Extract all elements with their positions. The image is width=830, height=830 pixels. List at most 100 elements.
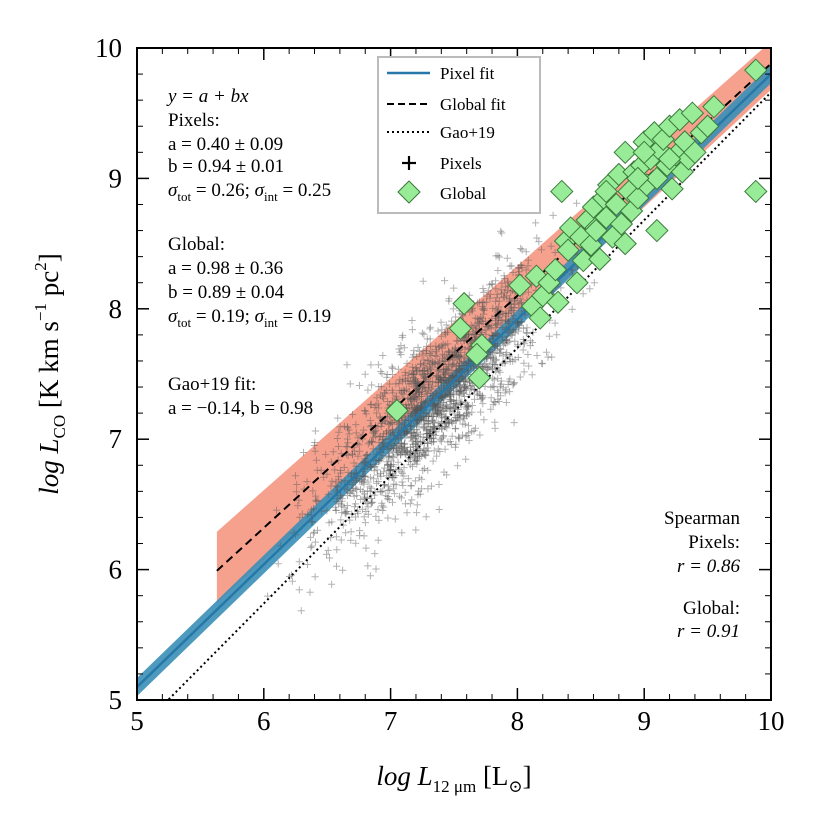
pixel-point: [405, 380, 413, 388]
pixel-point: [450, 284, 458, 292]
pixel-point: [441, 390, 449, 398]
pixel-point: [389, 364, 397, 372]
pixel-point: [441, 341, 449, 349]
pixel-point: [343, 491, 351, 500]
pixel-point: [335, 499, 343, 507]
pixel-point: [522, 248, 530, 256]
pixel-point: [460, 383, 468, 391]
pixel-point: [339, 521, 347, 529]
pixel-point: [343, 507, 351, 516]
pixel-point: [386, 429, 394, 437]
pixel-point: [372, 565, 380, 573]
pixel-point: [420, 383, 428, 391]
pixel-point: [515, 268, 523, 276]
pixel-point: [418, 475, 426, 483]
pixel-point: [367, 400, 375, 408]
pixel-point: [467, 321, 475, 329]
pixel-point: [417, 413, 425, 421]
pixel-point: [423, 367, 431, 375]
pixel-point: [361, 406, 369, 415]
pixel-point: [457, 362, 465, 370]
pixel-point: [502, 336, 511, 344]
pixel-point: [443, 391, 451, 399]
pixel-point: [360, 426, 368, 434]
pixel-point: [310, 441, 318, 450]
pixel-point: [360, 480, 368, 488]
pixel-point: [455, 411, 464, 419]
pixel-point: [457, 386, 465, 394]
pixel-point: [408, 437, 416, 445]
pixel-point: [426, 350, 434, 358]
pixel-point: [506, 337, 514, 345]
pixel-point: [429, 402, 437, 410]
pixel-point: [421, 417, 429, 425]
pixel-point: [445, 374, 453, 382]
pixel-point: [498, 279, 506, 287]
pixel-point: [394, 449, 402, 457]
pixel-point: [453, 337, 461, 345]
pixel-point: [456, 365, 464, 373]
fit-annotations: y = a + bx Pixels: a = 0.40 ± 0.09 b = 0…: [166, 86, 331, 419]
pixel-point: [406, 413, 414, 421]
pixel-point: [412, 363, 420, 372]
pixel-point: [408, 405, 416, 413]
pixel-point: [360, 513, 368, 521]
pixel-point: [384, 486, 392, 494]
pixel-point: [463, 401, 472, 409]
pixel-point: [309, 487, 317, 495]
pixel-point: [410, 407, 418, 416]
pixel-point: [411, 378, 419, 386]
pixel-point: [408, 316, 416, 325]
pixel-point: [429, 423, 437, 431]
pixel-point: [447, 391, 455, 399]
pixel-point: [411, 453, 419, 461]
pixel-point: [414, 454, 422, 462]
pixel-point: [415, 393, 423, 401]
pixel-point: [494, 320, 502, 328]
pixel-point: [429, 457, 437, 465]
pixel-point: [463, 334, 471, 342]
pixel-point: [437, 410, 445, 419]
pixel-point: [502, 317, 510, 325]
pixel-point: [413, 380, 421, 388]
pixel-point: [456, 398, 464, 406]
pixel-point: [456, 411, 464, 419]
pixel-point: [498, 229, 506, 237]
pixel-point: [438, 425, 446, 433]
pixel-point: [430, 418, 438, 426]
pixel-point: [463, 403, 471, 411]
pixel-point: [347, 486, 355, 495]
pixel-point: [379, 432, 387, 441]
pixel-point: [408, 380, 416, 388]
pixel-point: [528, 371, 536, 379]
pixel-point: [499, 359, 507, 367]
pixel-point: [491, 349, 499, 357]
pixel-point: [406, 500, 414, 508]
pixel-point: [425, 426, 433, 434]
pixel-point: [445, 369, 453, 377]
pixel-point: [354, 509, 362, 517]
pixel-point: [417, 403, 425, 411]
pixel-point: [462, 375, 470, 383]
pixel-point: [414, 343, 422, 351]
pixel-point: [379, 395, 388, 403]
pixel-point: [470, 364, 478, 372]
pixel-point: [423, 392, 431, 400]
pixel-point: [514, 353, 522, 362]
pixel-point: [358, 478, 366, 486]
pixel-point: [414, 401, 422, 410]
pixel-point: [444, 366, 452, 374]
pixel-point: [296, 513, 304, 521]
pixel-point: [364, 503, 372, 511]
pixel-point: [404, 394, 412, 402]
pixel-point: [361, 472, 370, 480]
pixel-point: [535, 238, 543, 246]
pixel-point: [419, 448, 427, 457]
pixel-point: [396, 420, 404, 428]
pixel-point: [339, 566, 347, 574]
pixel-point: [458, 431, 467, 439]
pixel-point: [425, 383, 433, 392]
pixel-point: [475, 298, 483, 306]
pixel-point: [455, 391, 463, 399]
pixel-point: [294, 502, 302, 510]
